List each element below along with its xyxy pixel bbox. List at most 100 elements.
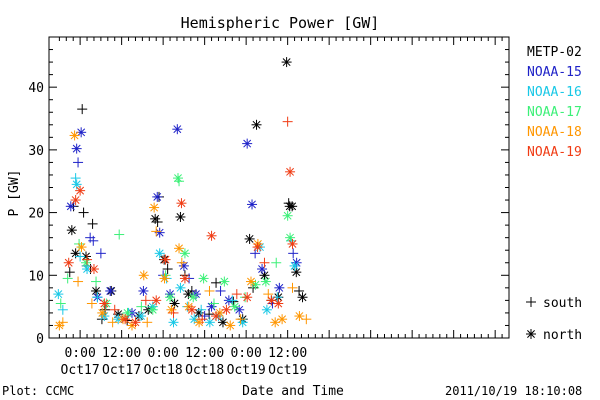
data-point (197, 314, 208, 325)
x-tick-label: 12:00 (185, 346, 224, 361)
data-point (251, 119, 262, 130)
data-point (168, 307, 179, 318)
x-axis: 0:00Oct1712:00Oct170:00Oct1812:00Oct180:… (58, 37, 503, 378)
data-point (287, 282, 298, 293)
data-point (120, 314, 131, 325)
data-point (160, 254, 171, 265)
data-point (229, 301, 240, 312)
data-point (250, 279, 261, 290)
x-tick-sublabel: Oct17 (102, 363, 141, 378)
data-point (204, 309, 215, 320)
data-point (75, 251, 86, 262)
data-point (73, 276, 84, 287)
data-point (70, 173, 81, 184)
y-tick-label: 40 (28, 81, 44, 96)
data-point (176, 257, 187, 268)
data-point (174, 243, 185, 254)
data-point (105, 285, 116, 296)
x-tick-sublabel: Oct19 (268, 363, 307, 378)
data-point (88, 264, 99, 275)
data-point (294, 311, 305, 322)
data-point (53, 289, 64, 300)
x-tick-label: 0:00 (230, 346, 261, 361)
data-point (285, 166, 296, 177)
data-point (282, 210, 293, 221)
data-point (282, 116, 293, 127)
data-point (75, 185, 86, 196)
data-point (288, 248, 299, 259)
data-point (140, 295, 151, 306)
data-point (247, 199, 258, 210)
data-point (217, 317, 228, 328)
data-point (186, 304, 197, 315)
data-point (231, 289, 242, 300)
data-point (107, 317, 118, 328)
data-point (234, 304, 245, 315)
marker-legend-label: south (543, 296, 582, 311)
data-point (215, 285, 226, 296)
data-point (174, 176, 185, 187)
data-point (271, 257, 282, 268)
data-point (168, 317, 179, 328)
data-point (260, 276, 271, 287)
data-point (244, 233, 255, 244)
data-point (71, 143, 82, 154)
data-point (206, 230, 217, 241)
data-point (274, 282, 285, 293)
data-point (88, 235, 99, 246)
data-point (252, 242, 263, 253)
data-point (245, 276, 256, 287)
x-tick-sublabel: Oct17 (61, 363, 100, 378)
data-point (87, 218, 98, 229)
x-tick-label: 0:00 (64, 346, 95, 361)
legend-entry: NOAA-16 (527, 85, 582, 100)
data-point (235, 314, 246, 325)
x-tick-label: 12:00 (268, 346, 307, 361)
data-point (165, 292, 176, 303)
data-point (154, 227, 165, 238)
data-point (82, 254, 93, 265)
y-axis-label: P [GW] (7, 170, 22, 217)
data-point (147, 304, 158, 315)
x-tick-sublabel: Oct18 (144, 363, 183, 378)
marker-legend-symbol (526, 329, 536, 339)
x-tick-sublabel: Oct19 (227, 363, 266, 378)
data-point (91, 276, 102, 287)
data-point (76, 127, 87, 138)
data-point (57, 317, 68, 328)
data-point (114, 229, 125, 240)
legend-entry: NOAA-17 (527, 105, 582, 120)
legend-entry: METP-02 (527, 45, 582, 60)
data-point (109, 304, 120, 315)
data-point (211, 311, 222, 322)
data-point (281, 57, 292, 68)
data-point (242, 292, 253, 303)
data-point (291, 267, 302, 278)
data-point (78, 207, 89, 218)
data-point (225, 320, 236, 331)
data-point (73, 157, 84, 168)
y-tick-label: 0 (36, 332, 44, 347)
data-point (62, 273, 73, 284)
data-point (179, 248, 190, 259)
data-point (277, 314, 288, 325)
data-point (176, 198, 187, 209)
legend-entry: NOAA-19 (527, 145, 582, 160)
data-point (259, 257, 270, 268)
data-point (221, 304, 232, 315)
data-point (152, 216, 163, 227)
data-point (297, 292, 308, 303)
data-point (76, 242, 87, 253)
marker-legend-label: north (543, 328, 582, 343)
data-point (138, 285, 149, 296)
data-point (175, 282, 186, 293)
data-point (151, 226, 162, 237)
data-point (172, 124, 183, 135)
data-point (69, 130, 80, 141)
chart-title: Hemispheric Power [GW] (181, 14, 380, 32)
data-point (149, 202, 160, 213)
data-point (261, 304, 272, 315)
marker-legend-symbol (526, 297, 536, 307)
data-point (219, 276, 230, 287)
